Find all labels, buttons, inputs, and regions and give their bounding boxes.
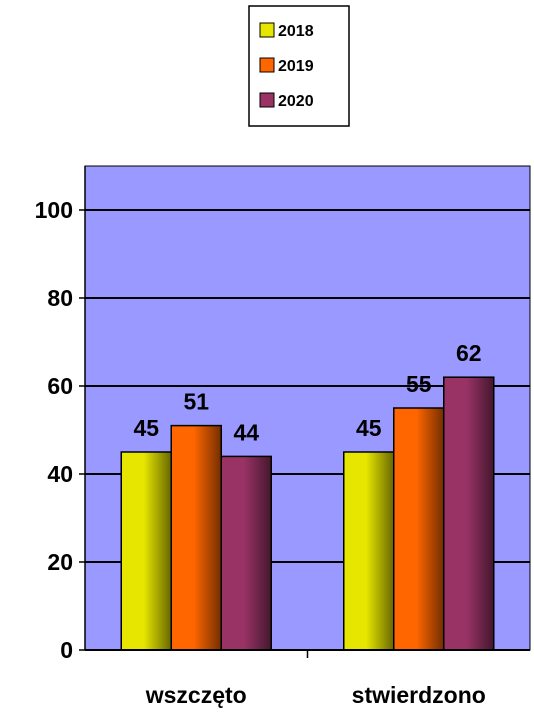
data-label: 55 [406,371,432,397]
legend-swatch-2019 [259,57,275,73]
bar-2020-wszczęto [220,455,272,651]
bar-2020-stwierdzono [443,376,495,651]
legend: 2018 2019 2020 [248,5,350,127]
data-label: 45 [356,415,382,441]
y-tick-label: 0 [60,637,73,663]
legend-label: 2018 [278,23,314,40]
x-category-label: wszczęto [145,682,247,708]
y-tick-label: 20 [47,549,73,575]
y-tick-label: 80 [47,285,73,311]
data-labels: 45 51 44 45 55 62 [133,340,481,445]
data-label: 51 [183,389,209,415]
data-label: 44 [233,419,259,445]
bar-2019-wszczęto [170,424,222,651]
y-tick-label: 100 [35,197,73,223]
bars [120,376,495,651]
x-category-label: stwierdzono [352,682,486,708]
legend-swatch-2020 [259,92,275,108]
data-label: 45 [133,415,159,441]
bar-2018-wszczęto [120,451,172,651]
legend-swatch-2018 [259,22,275,38]
axes: 0 20 40 60 80 100 wszczęto stwierdzono [35,166,530,708]
legend-label: 2019 [278,58,314,75]
bar-2018-stwierdzono [343,451,395,651]
y-tick-label: 40 [47,461,73,487]
legend-label: 2020 [278,93,314,110]
y-tick-label: 60 [47,373,73,399]
bar-2019-stwierdzono [393,407,445,651]
data-label: 62 [456,340,482,366]
